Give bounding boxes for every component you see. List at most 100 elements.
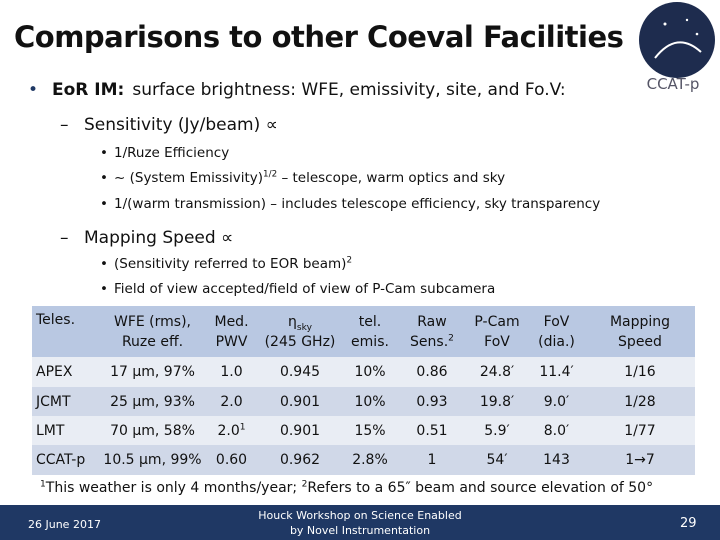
logo-arc — [654, 41, 702, 59]
cell-line: 1/16 — [624, 362, 655, 382]
cell-line: APEX — [36, 362, 72, 382]
cell-text: 17 μm, 97% — [110, 364, 195, 380]
logo-star — [695, 32, 699, 36]
header-line: emis. — [351, 332, 389, 352]
cell-line: 10% — [354, 362, 385, 382]
cell-text: 0.51 — [416, 422, 448, 439]
bullet-marker: – — [60, 115, 69, 135]
bullet-marker: • — [100, 256, 108, 272]
cell-line: 1.0 — [220, 362, 242, 382]
header-text: FoV — [543, 313, 570, 330]
footer-date: 26 June 2017 — [28, 518, 101, 531]
table-cell: 10% — [342, 387, 398, 416]
bullet-label: EoR IM: — [52, 80, 125, 100]
superscript: 2 — [346, 255, 353, 266]
cell-text: 9.0′ — [543, 393, 570, 410]
cell-text: 70 μm, 58% — [110, 422, 195, 439]
table-header-row — [32, 306, 695, 357]
bullet-marker: – — [60, 228, 69, 248]
logo-star — [663, 22, 667, 26]
cell-line: 9.0′ — [544, 392, 569, 412]
header-cell: FoV (dia.) — [528, 306, 585, 357]
bullet-text: Mapping Speed ∝ — [84, 228, 234, 248]
bullet-item: • 1/Ruze Efficiency — [100, 145, 229, 161]
table-cell: 10.5 μm, 99% — [100, 445, 205, 475]
footnote-text: Refers to a 65″ beam and source elevatio… — [307, 480, 654, 496]
cell-text: 10.5 μm, 99% — [103, 452, 202, 468]
header-text: emis. — [351, 333, 389, 350]
cell-line: 10% — [354, 392, 385, 412]
logo-star — [685, 18, 689, 22]
cell-line: 0.962 — [280, 450, 320, 470]
cell-text: 0.86 — [416, 364, 448, 380]
cell-line: 15% — [354, 421, 385, 441]
logo-text: CCAT-p — [647, 75, 700, 93]
cell-line: 1→7 — [625, 450, 655, 470]
cell-text: 1.0 — [220, 364, 243, 380]
header-text: η — [288, 313, 297, 330]
table-cell: 1.0 — [205, 357, 258, 387]
table-row — [32, 416, 695, 445]
header-line: ηsky — [288, 312, 312, 332]
header-text: tel. — [358, 313, 382, 330]
cell-text: 0.93 — [416, 393, 448, 410]
header-line: FoV — [544, 312, 570, 332]
bullet-text: Field of view accepted/field of view of … — [114, 281, 496, 297]
table-cell: 2.01 — [205, 416, 258, 445]
cell-text: 0.901 — [279, 422, 321, 439]
cell-line: 1/77 — [624, 421, 655, 441]
header-cell: Teles. — [32, 306, 100, 357]
cell-line: 1 — [428, 450, 437, 470]
bullet-item: • EoR IM: surface brightness: WFE, emissiv… — [28, 80, 566, 100]
bullet-marker: • — [28, 80, 39, 100]
table-cell: 2.0 — [205, 387, 258, 416]
header-line: P-Cam — [474, 312, 519, 332]
cell-line: 5.9′ — [484, 421, 509, 441]
cell-text: 15% — [354, 422, 386, 439]
cell-line: 0.93 — [416, 392, 447, 412]
table-cell: 24.8′ — [466, 357, 528, 387]
bullet-item: – Mapping Speed ∝ — [60, 228, 233, 248]
cell-line: 0.945 — [280, 362, 320, 382]
table-cell: 10% — [342, 357, 398, 387]
header-line: tel. — [359, 312, 381, 332]
table-cell: 70 μm, 58% — [100, 416, 205, 445]
footer-bar — [0, 505, 720, 540]
header-line: (dia.) — [538, 332, 575, 352]
table-cell: JCMT — [32, 387, 100, 416]
table-row — [32, 387, 695, 416]
header-text: WFE (rms), — [113, 313, 191, 330]
table-cell: 17 μm, 97% — [100, 357, 205, 387]
bullet-text: ~ (System Emissivity) — [114, 170, 264, 186]
cell-text: 24.8′ — [479, 364, 515, 380]
cell-line: 17 μm, 97% — [110, 362, 195, 382]
footnote-text: This weather is only 4 months/year; — [45, 480, 302, 496]
header-line: Ruze eff. — [122, 332, 183, 352]
bullet-marker: • — [100, 170, 108, 186]
bullet-text: 1/(warm transmission) – includes telesco… — [114, 196, 601, 212]
bullet-item: • ~ (System Emissivity)1/2 – telescope, w… — [100, 170, 505, 186]
table-cell: 9.0′ — [528, 387, 585, 416]
cell-line: 0.901 — [280, 392, 320, 412]
logo: CCAT-p — [639, 2, 715, 93]
footer-event-line: by Novel Instrumentation — [289, 524, 431, 537]
page-number: 29 — [680, 516, 697, 531]
header-cell: tel. emis. — [342, 306, 398, 357]
cell-line: 2.8% — [352, 450, 388, 470]
header-text: P-Cam — [474, 313, 520, 330]
header-cell: Raw Sens.2 — [398, 306, 466, 357]
table-cell: 8.0′ — [528, 416, 585, 445]
header-line: Raw — [417, 312, 446, 332]
header-text: Sens. — [410, 333, 449, 350]
header-text: Med. — [214, 313, 249, 330]
bullet-text: (Sensitivity referred to EOR beam) — [114, 256, 347, 272]
header-text: FoV — [484, 333, 510, 350]
cell-text: 0.901 — [279, 393, 321, 410]
cell-text: 10% — [354, 393, 386, 410]
cell-line: 54′ — [487, 450, 508, 470]
table-cell: 2.8% — [342, 445, 398, 475]
header-text: Raw — [417, 313, 447, 330]
table-cell: 15% — [342, 416, 398, 445]
header-text: Ruze eff. — [121, 333, 184, 350]
